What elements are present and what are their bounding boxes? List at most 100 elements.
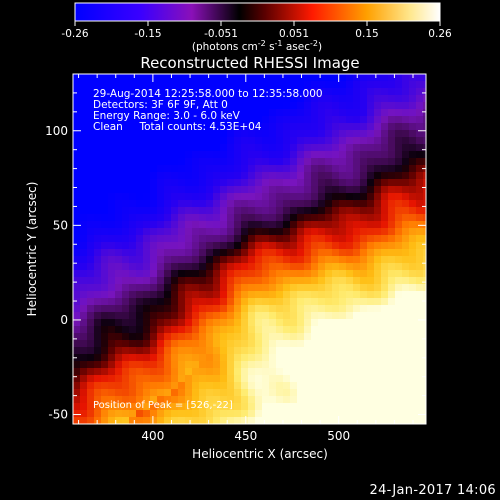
heatmap-cell xyxy=(80,270,88,278)
heatmap-cell xyxy=(185,284,193,292)
heatmap-cell xyxy=(283,256,291,264)
heatmap-cell xyxy=(234,410,242,418)
heatmap-cell xyxy=(423,298,426,306)
heatmap-cell xyxy=(241,417,249,424)
heatmap-cell xyxy=(367,368,375,376)
heatmap-cell xyxy=(339,109,347,117)
heatmap-cell xyxy=(367,200,375,208)
heatmap-cell xyxy=(234,165,242,173)
heatmap-cell xyxy=(325,109,333,117)
heatmap-cell xyxy=(276,389,284,397)
heatmap-cell xyxy=(325,263,333,271)
heatmap-cell xyxy=(143,291,151,299)
heatmap-cell xyxy=(332,284,340,292)
heatmap-cell xyxy=(171,410,179,418)
heatmap-cell xyxy=(339,228,347,236)
heatmap-cell xyxy=(311,354,319,362)
heatmap-cell xyxy=(143,277,151,285)
heatmap-cell xyxy=(409,284,417,292)
heatmap-cell xyxy=(332,249,340,257)
heatmap-cell xyxy=(157,88,165,96)
heatmap-cell xyxy=(332,235,340,243)
heatmap-cell xyxy=(311,291,319,299)
heatmap-cell xyxy=(290,270,298,278)
heatmap-cell xyxy=(213,102,221,110)
heatmap-cell xyxy=(234,109,242,117)
heatmap-cell xyxy=(87,403,95,411)
heatmap-cell xyxy=(115,81,123,89)
heatmap-cell xyxy=(101,410,109,418)
info-line-energy: Energy Range: 3.0 - 6.0 keV xyxy=(93,110,241,122)
heatmap-cell xyxy=(255,144,263,152)
heatmap-cell xyxy=(213,256,221,264)
heatmap-cell xyxy=(276,298,284,306)
heatmap-cell xyxy=(129,291,137,299)
heatmap-cell xyxy=(241,361,249,369)
heatmap-cell xyxy=(157,319,165,327)
heatmap-cell xyxy=(381,95,389,103)
heatmap-cell xyxy=(80,130,88,138)
heatmap-cell xyxy=(276,361,284,369)
heatmap-cell xyxy=(402,242,410,250)
heatmap-cell xyxy=(367,263,375,271)
heatmap-cell xyxy=(339,417,347,424)
heatmap-cell xyxy=(325,333,333,341)
heatmap-cell xyxy=(157,326,165,334)
heatmap-cell xyxy=(192,340,200,348)
heatmap-cell xyxy=(297,375,305,383)
heatmap-cell xyxy=(164,354,172,362)
heatmap-cell xyxy=(269,375,277,383)
heatmap-cell xyxy=(318,151,326,159)
heatmap-cell xyxy=(395,158,403,166)
heatmap-cell xyxy=(332,298,340,306)
heatmap-cell xyxy=(171,214,179,222)
heatmap-cell xyxy=(269,333,277,341)
heatmap-cell xyxy=(346,277,354,285)
heatmap-cell xyxy=(129,165,137,173)
heatmap-cell xyxy=(255,263,263,271)
heatmap-cell xyxy=(276,221,284,229)
heatmap-cell xyxy=(325,312,333,320)
heatmap-cell xyxy=(346,319,354,327)
heatmap-cell xyxy=(143,298,151,306)
heatmap-cell xyxy=(283,116,291,124)
heatmap-cell xyxy=(94,410,102,418)
heatmap-cell xyxy=(283,95,291,103)
heatmap-cell xyxy=(129,256,137,264)
heatmap-cell xyxy=(374,116,382,124)
heatmap-cell xyxy=(241,207,249,215)
heatmap-cell xyxy=(423,403,426,411)
heatmap-cell xyxy=(122,109,130,117)
heatmap-cell xyxy=(262,389,270,397)
heatmap-cell xyxy=(234,193,242,201)
heatmap-cell xyxy=(87,326,95,334)
heatmap-cell xyxy=(395,130,403,138)
heatmap-cell xyxy=(423,235,426,243)
heatmap-cell xyxy=(150,382,158,390)
heatmap-cell xyxy=(395,410,403,418)
heatmap-cell xyxy=(234,263,242,271)
heatmap-cell xyxy=(115,228,123,236)
heatmap-cell xyxy=(241,165,249,173)
heatmap-cell xyxy=(241,158,249,166)
heatmap-cell xyxy=(115,235,123,243)
heatmap-cell xyxy=(241,193,249,201)
heatmap-cell xyxy=(423,319,426,327)
heatmap-cell xyxy=(360,137,368,145)
heatmap-cell xyxy=(325,200,333,208)
heatmap-cell xyxy=(311,102,319,110)
heatmap-cell xyxy=(304,172,312,180)
heatmap-cell xyxy=(143,221,151,229)
heatmap-cell xyxy=(388,256,396,264)
heatmap-cell xyxy=(185,347,193,355)
heatmap-cell xyxy=(220,284,228,292)
heatmap-cell xyxy=(311,263,319,271)
heatmap-cell xyxy=(297,74,305,82)
heatmap-cell xyxy=(416,368,424,376)
heatmap-cell xyxy=(108,165,116,173)
heatmap-cell xyxy=(311,235,319,243)
heatmap-cell xyxy=(255,270,263,278)
heatmap-cell xyxy=(164,319,172,327)
heatmap-cell xyxy=(374,277,382,285)
heatmap-cell xyxy=(367,389,375,397)
